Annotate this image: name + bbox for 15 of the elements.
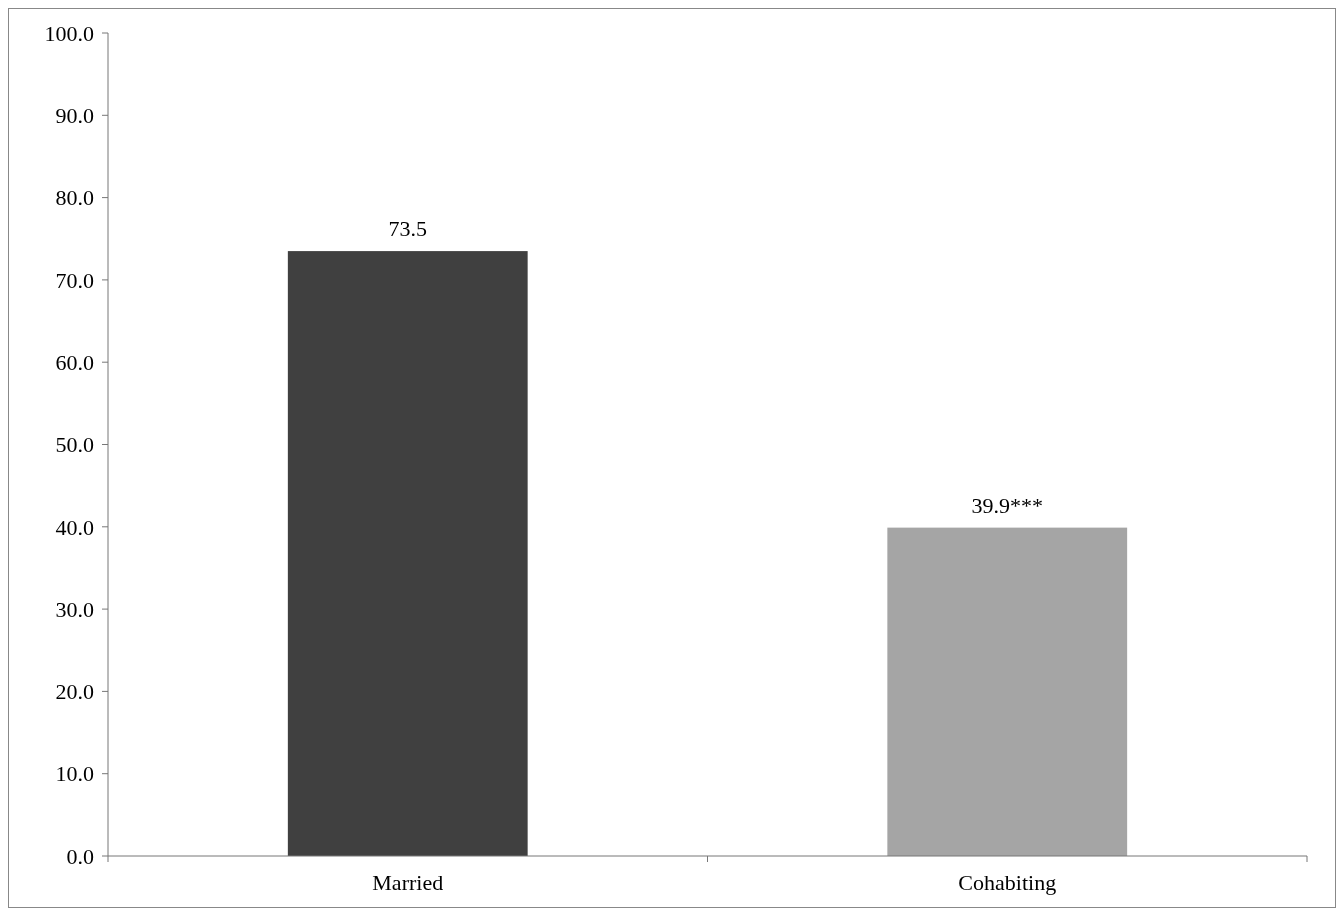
y-tick-label: 60.0 <box>55 349 94 375</box>
y-tick-label: 30.0 <box>55 596 94 622</box>
y-tick-label: 90.0 <box>55 103 94 128</box>
y-tick-label: 40.0 <box>55 514 94 540</box>
y-tick-label: 20.0 <box>55 679 94 705</box>
y-tick-label: 100.0 <box>44 20 94 46</box>
y-tick-label: 10.0 <box>55 761 94 787</box>
data-label: 73.5 <box>388 216 427 242</box>
y-tick-label: 80.0 <box>55 185 94 211</box>
x-tick-label: Married <box>372 870 444 895</box>
x-tick-label: Cohabiting <box>958 870 1057 895</box>
y-tick-label: 0.0 <box>66 843 94 869</box>
data-label: 39.9*** <box>971 492 1043 518</box>
y-tick-label: 70.0 <box>55 267 94 293</box>
y-tick-label: 50.0 <box>55 432 94 458</box>
